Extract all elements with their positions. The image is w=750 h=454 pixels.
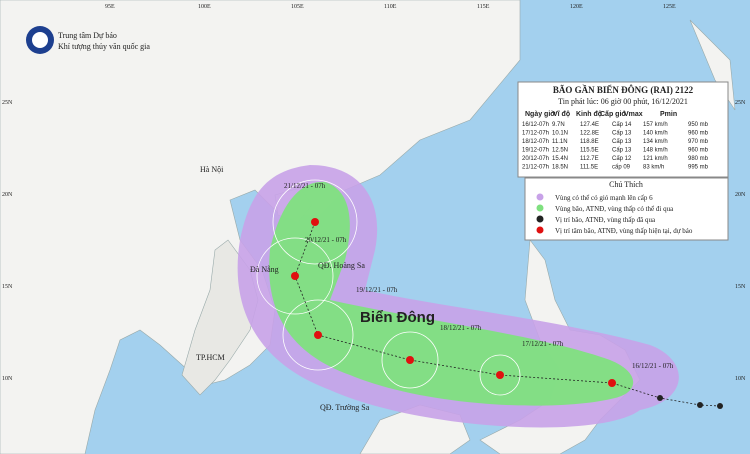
legend-item: Vị trí tâm bão, ATNĐ, vùng thấp hiện tại…: [555, 227, 693, 235]
lat-label: 25N: [2, 100, 13, 106]
track-label: 17/12/21 - 07h: [522, 340, 564, 348]
table-cell: 980 mb: [688, 156, 709, 162]
table-cell: 127.4E: [580, 122, 599, 128]
table-cell: 960 mb: [688, 131, 709, 137]
table-cell: Cấp 13: [612, 131, 632, 137]
place-label: Hà Nội: [200, 165, 224, 174]
table-cell: 83 km/h: [643, 165, 664, 171]
table-cell: 11.1N: [552, 139, 568, 145]
table-cell: 115.5E: [580, 148, 599, 154]
lat-label: 10N: [2, 376, 13, 382]
legend-symbol: [536, 193, 544, 201]
legend-title: Chú Thích: [609, 180, 643, 189]
lat-label: 20N: [2, 192, 13, 198]
table-cell: 140 km/h: [643, 131, 668, 137]
track-label: 19/12/21 - 07h: [356, 286, 398, 294]
lat-label: 15N: [2, 284, 13, 290]
lon-label: 95E: [105, 4, 115, 10]
agency-name: Trung tâm Dự báo: [58, 31, 117, 40]
table-cell: 12.5N: [552, 148, 568, 154]
past-positions: [657, 395, 723, 409]
place-label: QĐ. Trường Sa: [320, 403, 370, 412]
table-cell: 950 mb: [688, 122, 709, 128]
table-cell: 148 km/h: [643, 148, 668, 154]
agency-name: Khí tượng thủy văn quốc gia: [58, 42, 150, 51]
table-header: Ngày giờ: [525, 111, 555, 118]
legend-symbol: [536, 226, 544, 234]
agency-logo: [26, 26, 54, 54]
legend-item: Vùng bão, ATNĐ, vùng thấp có thể đi qua: [555, 205, 674, 213]
table-cell: 18/12-07h: [522, 139, 549, 145]
track-label: 18/12/21 - 07h: [440, 324, 482, 332]
lon-label: 100E: [198, 4, 211, 10]
table-cell: 9.7N: [552, 122, 565, 128]
bulletin-box: [517, 81, 729, 178]
table-cell: 111.5E: [580, 165, 598, 171]
table-cell: 121 km/h: [643, 156, 668, 162]
table-cell: 995 mb: [688, 165, 709, 171]
lat-label: 25N: [735, 100, 746, 106]
table-cell: 157 km/h: [643, 122, 668, 128]
place-label: TP.HCM: [196, 353, 225, 362]
place-label: QĐ. Hoàng Sa: [318, 261, 365, 270]
table-cell: 112.7E: [580, 156, 599, 162]
lat-label: 10N: [735, 376, 746, 382]
lat-label: 20N: [735, 192, 746, 198]
bulletin-title: BÃO GẦN BIỂN ĐÔNG (RAI) 2122: [553, 85, 694, 95]
track-label: 21/12/21 - 07h: [284, 182, 326, 190]
track-label: 20/12/21 - 07h: [305, 236, 347, 244]
table-header: Kinh độ: [576, 111, 602, 118]
table-cell: 19/12-07h: [522, 148, 549, 154]
track-label: 16/12/21 - 07h: [632, 362, 674, 370]
table-cell: 16/12-07h: [522, 122, 549, 128]
bulletin-issued: Tin phát lúc: 06 giờ 00 phút, 16/12/2021: [558, 97, 688, 106]
lon-label: 120E: [570, 4, 583, 10]
lon-label: 105E: [291, 4, 304, 10]
table-cell: Cấp 14: [612, 122, 632, 128]
table-header: Pmin: [660, 111, 677, 118]
place-label: Biển Đông: [360, 309, 435, 326]
track-line: [294, 221, 721, 407]
table-cell: 10.1N: [552, 131, 568, 137]
table-cell: 20/12-07h: [522, 156, 549, 162]
track-cone: [269, 181, 634, 406]
legend-symbol: [536, 215, 544, 223]
table-cell: Cấp 13: [612, 148, 632, 154]
table-cell: 970 mb: [688, 139, 709, 145]
legend-item: Vùng có thể có gió mạnh lên cấp 6: [555, 194, 653, 202]
legend-item: Vị trí bão, ATNĐ, vùng thấp đã qua: [555, 216, 656, 224]
table-cell: Cấp 12: [612, 156, 632, 162]
table-header: Vĩ độ: [553, 111, 570, 118]
lon-label: 115E: [477, 4, 490, 10]
table-header: Vmax: [624, 111, 643, 118]
place-label: Đà Nẵng: [250, 265, 279, 274]
table-cell: cấp 09: [612, 165, 631, 171]
table-cell: 15.4N: [552, 156, 568, 162]
table-cell: 18.5N: [552, 165, 568, 171]
legend-symbol: [536, 204, 544, 212]
table-cell: 17/12-07h: [522, 131, 549, 137]
legend-box: [524, 177, 729, 241]
table-cell: 134 km/h: [643, 139, 668, 145]
table-cell: 21/12-07h: [522, 165, 549, 171]
lat-label: 15N: [735, 284, 746, 290]
table-cell: 118.8E: [580, 139, 599, 145]
uncertainty-circles: [256, 179, 521, 396]
table-cell: Cấp 13: [612, 139, 632, 145]
table-header: Cấp gió: [600, 110, 626, 118]
table-cell: 122.8E: [580, 131, 599, 137]
forecast-positions: [291, 218, 616, 387]
lon-label: 110E: [384, 4, 397, 10]
table-cell: 960 mb: [688, 148, 709, 154]
lon-label: 125E: [663, 4, 676, 10]
